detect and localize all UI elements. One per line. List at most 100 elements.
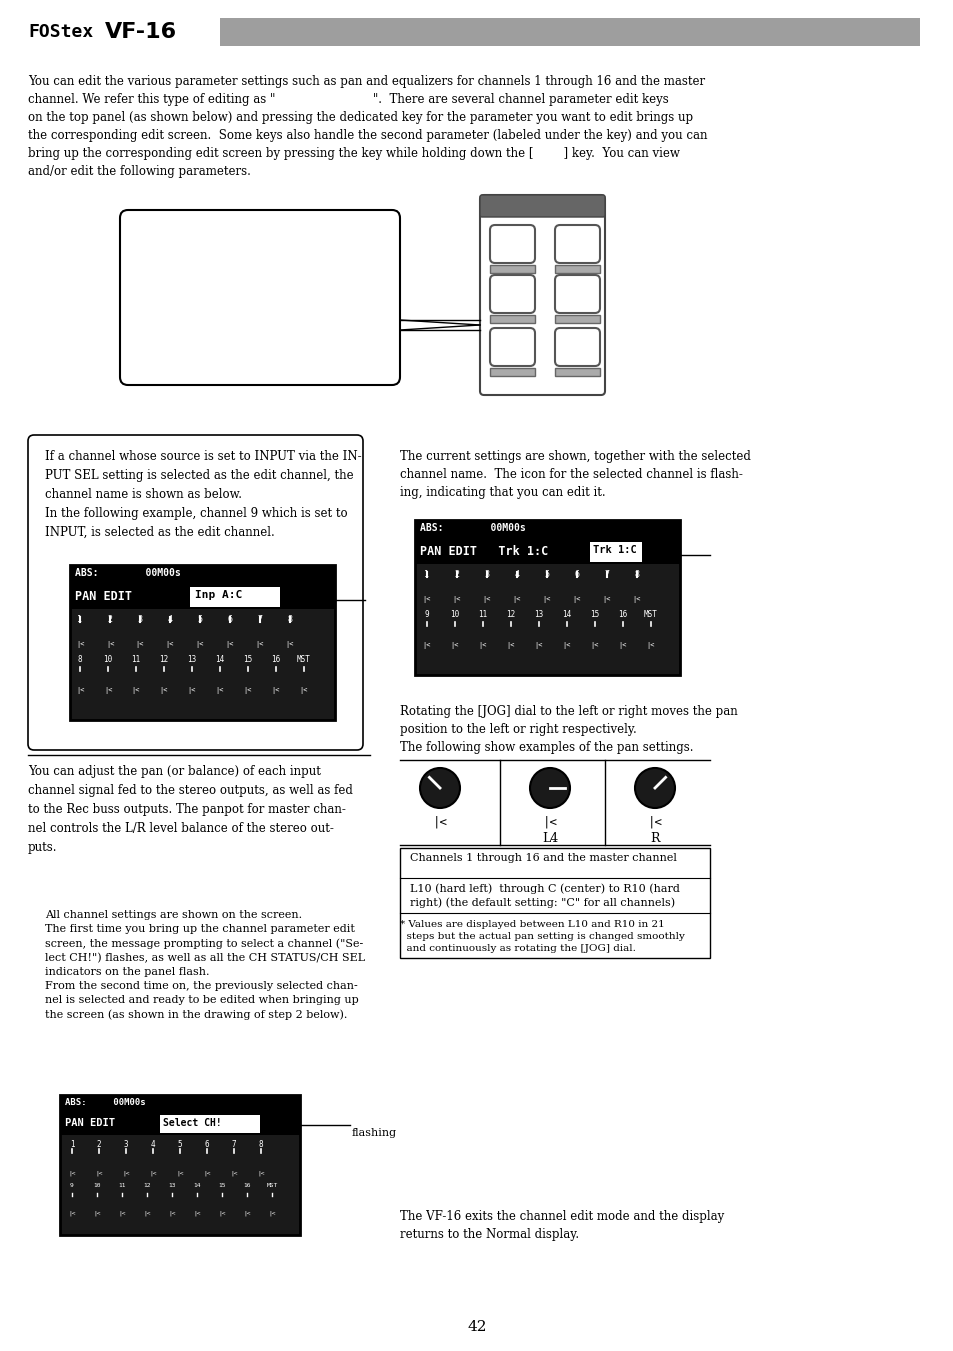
Circle shape xyxy=(266,1192,277,1204)
Circle shape xyxy=(213,666,227,680)
Text: |<: |< xyxy=(646,642,655,648)
Text: |<: |< xyxy=(93,1210,101,1216)
Text: |<: |< xyxy=(135,640,144,648)
Circle shape xyxy=(241,1192,253,1204)
Circle shape xyxy=(419,767,459,808)
Text: |<: |< xyxy=(647,815,661,828)
Text: 6: 6 xyxy=(574,570,578,580)
Circle shape xyxy=(568,571,584,588)
Text: |<: |< xyxy=(422,596,431,603)
Text: 4: 4 xyxy=(514,570,519,580)
FancyBboxPatch shape xyxy=(555,226,599,263)
Circle shape xyxy=(71,617,88,634)
Bar xyxy=(415,542,679,563)
Circle shape xyxy=(222,617,237,634)
Circle shape xyxy=(129,666,143,680)
Text: |<: |< xyxy=(299,688,308,694)
Circle shape xyxy=(162,617,178,634)
Text: 1: 1 xyxy=(77,615,82,624)
Text: |<: |< xyxy=(450,642,458,648)
Circle shape xyxy=(503,621,517,635)
Circle shape xyxy=(241,666,254,680)
Bar xyxy=(555,315,599,323)
Bar xyxy=(160,1115,260,1133)
Text: 8: 8 xyxy=(258,1140,263,1148)
Text: 11: 11 xyxy=(477,611,487,619)
Text: |<: |< xyxy=(132,688,140,694)
Text: Rotating the [JOG] dial to the left or right moves the pan
position to the left : Rotating the [JOG] dial to the left or r… xyxy=(399,705,737,754)
Text: 7: 7 xyxy=(604,570,609,580)
Circle shape xyxy=(530,767,569,808)
Text: 10: 10 xyxy=(93,1183,101,1188)
Text: |<: |< xyxy=(268,1210,275,1216)
Text: If a channel whose source is set to INPUT via the IN-
PUT SEL setting is selecte: If a channel whose source is set to INPU… xyxy=(45,450,361,539)
Text: PAN EDIT: PAN EDIT xyxy=(65,1119,115,1128)
Circle shape xyxy=(172,1148,187,1162)
Circle shape xyxy=(532,621,545,635)
Text: |<: |< xyxy=(104,688,112,694)
Text: |<: |< xyxy=(602,596,611,603)
Circle shape xyxy=(476,621,490,635)
Text: 13: 13 xyxy=(187,655,196,663)
Bar xyxy=(70,565,335,720)
Text: |<: |< xyxy=(106,640,114,648)
Circle shape xyxy=(200,1148,213,1162)
Circle shape xyxy=(448,621,461,635)
Text: |<: |< xyxy=(286,640,294,648)
Text: 11: 11 xyxy=(118,1183,126,1188)
Text: |<: |< xyxy=(272,688,280,694)
Circle shape xyxy=(192,617,208,634)
Text: 7: 7 xyxy=(232,1140,236,1148)
Text: |<: |< xyxy=(69,1210,75,1216)
Text: PAN EDIT   Trk 1:C: PAN EDIT Trk 1:C xyxy=(419,544,548,558)
Text: |<: |< xyxy=(69,1170,75,1175)
Text: |<: |< xyxy=(535,642,542,648)
Bar xyxy=(555,265,599,273)
Circle shape xyxy=(559,621,574,635)
Circle shape xyxy=(252,617,268,634)
Text: 14: 14 xyxy=(193,1183,200,1188)
Text: The VF-16 exits the channel edit mode and the display
returns to the Normal disp: The VF-16 exits the channel edit mode an… xyxy=(399,1210,723,1242)
Text: |<: |< xyxy=(244,688,252,694)
Text: 42: 42 xyxy=(467,1320,486,1333)
Bar xyxy=(399,848,709,958)
Text: |<: |< xyxy=(572,596,580,603)
Circle shape xyxy=(215,1192,228,1204)
Text: |<: |< xyxy=(118,1210,126,1216)
Circle shape xyxy=(146,1148,160,1162)
Bar xyxy=(555,367,599,376)
Text: |<: |< xyxy=(618,642,626,648)
Circle shape xyxy=(616,621,629,635)
Circle shape xyxy=(185,666,199,680)
Text: Select CH!: Select CH! xyxy=(163,1119,221,1128)
Text: 1: 1 xyxy=(424,570,429,580)
Circle shape xyxy=(116,1192,128,1204)
Text: R: R xyxy=(650,832,659,844)
Text: You can adjust the pan (or balance) of each input
channel signal fed to the ster: You can adjust the pan (or balance) of e… xyxy=(28,765,353,854)
Bar xyxy=(490,315,535,323)
Text: |<: |< xyxy=(159,688,168,694)
Text: |<: |< xyxy=(176,1170,184,1175)
Text: |<: |< xyxy=(95,1170,103,1175)
Text: |<: |< xyxy=(562,642,571,648)
FancyBboxPatch shape xyxy=(555,328,599,366)
Text: 3: 3 xyxy=(137,615,142,624)
Text: |<: |< xyxy=(542,815,557,828)
Text: You can edit the various parameter settings such as pan and equalizers for chann: You can edit the various parameter setti… xyxy=(28,76,707,178)
Text: flashing: flashing xyxy=(352,1128,396,1138)
Circle shape xyxy=(628,571,644,588)
Circle shape xyxy=(66,1192,78,1204)
Text: |<: |< xyxy=(75,688,84,694)
FancyBboxPatch shape xyxy=(28,435,363,750)
Circle shape xyxy=(102,617,118,634)
Circle shape xyxy=(166,1192,178,1204)
Text: 5: 5 xyxy=(544,570,549,580)
FancyBboxPatch shape xyxy=(490,226,535,263)
Text: |<: |< xyxy=(218,1210,226,1216)
Text: 8: 8 xyxy=(634,570,639,580)
Text: 16: 16 xyxy=(618,611,627,619)
Circle shape xyxy=(509,571,524,588)
Bar xyxy=(490,367,535,376)
Circle shape xyxy=(101,666,115,680)
Circle shape xyxy=(296,666,311,680)
